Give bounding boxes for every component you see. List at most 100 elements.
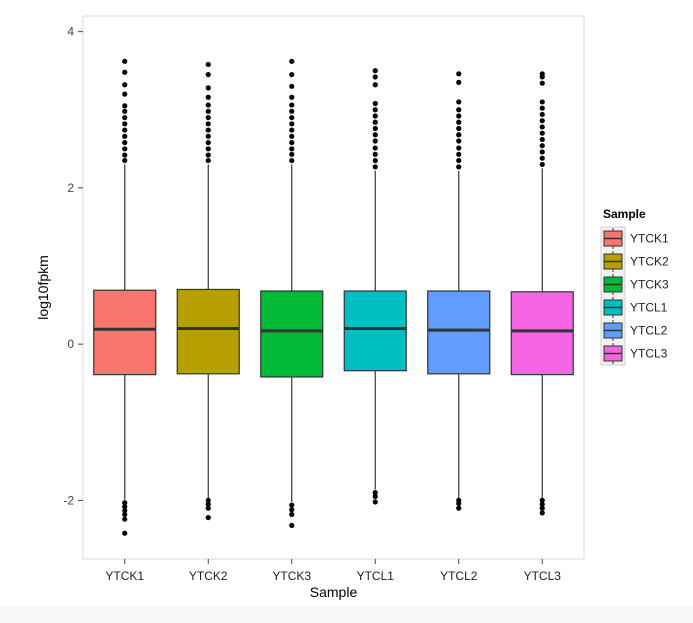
- x-tick-label: YTCL2: [440, 569, 478, 583]
- box-ytck1: [93, 289, 157, 376]
- outlier-point: [372, 113, 378, 119]
- outlier-point: [456, 71, 462, 77]
- outlier-point: [122, 69, 128, 75]
- outlier-point: [289, 151, 295, 157]
- outlier-point: [539, 136, 545, 143]
- outlier-point: [122, 146, 128, 152]
- outlier-point: [289, 146, 295, 152]
- x-tick-label: YTCK2: [189, 569, 228, 583]
- outlier-point: [122, 103, 128, 109]
- outlier-point: [539, 510, 545, 516]
- plot-panel: [82, 15, 585, 560]
- outlier-point: [456, 157, 462, 164]
- outlier-point: [289, 102, 295, 108]
- outlier-point: [456, 107, 462, 113]
- outlier-point: [539, 124, 545, 130]
- outlier-point: [205, 139, 211, 146]
- outlier-point: [539, 161, 545, 168]
- outlier-point: [122, 58, 128, 64]
- outlier-point: [372, 157, 378, 164]
- outlier-point: [205, 85, 211, 91]
- outlier-point: [289, 511, 295, 518]
- outlier-point: [205, 121, 211, 127]
- outlier-point: [289, 127, 295, 133]
- outlier-point: [289, 108, 295, 114]
- outlier-point: [456, 500, 462, 507]
- outlier-point: [372, 493, 378, 500]
- outlier-point: [372, 151, 378, 157]
- outlier-point: [372, 138, 378, 144]
- y-axis-title: log10fpkm: [35, 255, 51, 320]
- outlier-point: [205, 514, 211, 521]
- outlier-point: [539, 99, 545, 105]
- x-tick-label: YTCL3: [524, 569, 562, 583]
- outlier-point: [372, 132, 378, 138]
- outlier-point: [539, 155, 545, 161]
- outlier-point: [122, 500, 128, 506]
- outlier-point: [289, 121, 295, 127]
- legend-label: YTCK2: [630, 255, 669, 269]
- outlier-point: [205, 133, 211, 139]
- outlier-point: [372, 164, 378, 170]
- outlier-point: [539, 111, 545, 118]
- outlier-point: [456, 132, 462, 138]
- outlier-point: [122, 157, 128, 164]
- outlier-point: [372, 499, 378, 505]
- outlier-point: [289, 83, 295, 89]
- y-tick-label: 4: [67, 25, 74, 39]
- outlier-point: [539, 71, 545, 77]
- outlier-point: [205, 71, 211, 78]
- outlier-point: [372, 119, 378, 125]
- legend-label: YTCL3: [630, 347, 668, 361]
- outlier-point: [122, 516, 128, 522]
- outlier-point: [456, 79, 462, 86]
- x-tick-label: YTCK1: [105, 569, 144, 583]
- boxplot-chart: -2 0 2 4 YTCK1 YTCK2 YTCK3 YTCL1 YTCL2 YTCL3 Sampl…: [35, 15, 669, 600]
- outlier-point: [372, 489, 378, 496]
- x-tick-label: YTCK3: [272, 569, 311, 583]
- y-tick-label: 0: [67, 337, 74, 351]
- outlier-point: [289, 71, 295, 78]
- outlier-point: [456, 113, 462, 119]
- outlier-point: [205, 146, 211, 152]
- outlier-point: [372, 145, 378, 151]
- legend-label: YTCK3: [630, 278, 669, 292]
- outlier-point: [372, 107, 378, 113]
- box-ytcl1: [343, 290, 407, 372]
- outlier-point: [122, 121, 128, 127]
- outlier-point: [289, 522, 295, 529]
- outlier-point: [205, 102, 211, 108]
- legend-label: YTCL1: [630, 301, 668, 315]
- outlier-point: [205, 157, 211, 164]
- outlier-point: [372, 74, 378, 80]
- outlier-point: [205, 497, 211, 504]
- outlier-point: [456, 99, 462, 105]
- outlier-point: [539, 130, 545, 136]
- outlier-point: [122, 152, 128, 158]
- outlier-point: [539, 143, 545, 149]
- outlier-point: [122, 507, 128, 514]
- outlier-point: [205, 505, 211, 511]
- outlier-point: [539, 497, 545, 504]
- outlier-point: [372, 68, 378, 74]
- box-ytck2: [176, 288, 240, 375]
- y-tick-label: 2: [67, 181, 74, 195]
- outlier-point: [122, 133, 128, 139]
- outlier-point: [122, 127, 128, 133]
- outlier-point: [205, 94, 211, 100]
- box-ytcl3: [510, 291, 574, 376]
- outlier-point: [122, 530, 128, 536]
- outlier-point: [539, 501, 545, 507]
- outlier-point: [456, 125, 462, 132]
- outlier-point: [539, 118, 545, 124]
- legend-label: YTCK1: [630, 232, 669, 246]
- outlier-point: [289, 114, 295, 121]
- outlier-point: [205, 127, 211, 133]
- outlier-point: [539, 80, 545, 86]
- outlier-point: [539, 105, 545, 111]
- outlier-point: [456, 145, 462, 151]
- outlier-point: [289, 94, 295, 100]
- box-ytcl2: [427, 290, 491, 375]
- outlier-point: [205, 152, 211, 158]
